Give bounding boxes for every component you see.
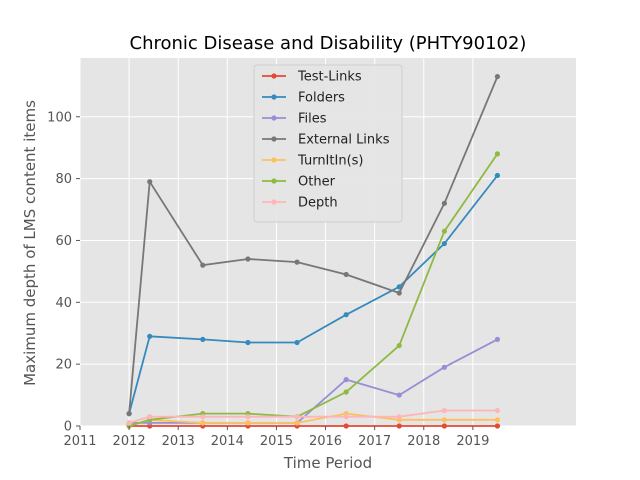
data-point-other [343,389,349,395]
x-tick-label: 2014 [211,434,244,449]
data-point-depth [200,414,206,420]
legend-marker [271,94,277,100]
data-point-turnitin-s [200,420,206,426]
data-point-folders [147,333,153,339]
data-point-other [441,228,447,234]
y-tick-label: 60 [55,234,72,249]
data-point-files [343,377,349,383]
x-tick-label: 2012 [113,434,146,449]
data-point-depth [343,414,349,420]
x-tick-label: 2011 [63,434,96,449]
legend-label: TurnItIn(s) [297,154,363,169]
legend-marker [271,199,277,205]
legend-item-depth: Depth [262,196,338,211]
chart-title: Chronic Disease and Disability (PHTY9010… [130,33,527,54]
data-point-folders [294,339,300,346]
legend-item-external-links: External Links [262,133,390,148]
x-tick-label: 2019 [456,434,489,449]
x-tick-label: 2018 [407,434,440,449]
data-point-external-links [396,290,402,296]
data-point-test-links [494,423,501,429]
x-tick-label: 2015 [260,434,293,449]
legend-item-files: Files [262,112,327,127]
data-point-folders [494,172,501,179]
legend-label: Test-Links [297,70,362,85]
legend-box [253,64,403,223]
y-axis-title: Maximum depth of LMS content items [21,100,39,386]
x-tick-label: 2016 [309,434,342,449]
y-tick-label: 20 [55,358,72,373]
x-tick-label: 2017 [358,434,391,449]
data-point-files [441,364,447,370]
data-point-external-links [200,262,206,268]
data-point-depth [294,414,300,420]
series-external-links [126,73,501,417]
data-point-folders [343,312,349,318]
y-tick-label: 80 [55,172,72,187]
data-point-test-links [441,423,447,429]
data-point-external-links [294,259,300,265]
legend-marker [271,115,277,121]
data-point-depth [126,420,132,426]
data-point-other [494,151,501,157]
data-point-depth [245,414,251,420]
legend-label: Other [298,175,336,190]
data-point-turnitin-s [245,420,251,426]
data-point-turnitin-s [494,417,501,423]
legend-marker [271,178,277,184]
y-tick-label: 100 [47,110,72,125]
legend-label: External Links [298,133,390,148]
x-axis: 2011 2012 2013 2014 2015 2016 2017 2018 2019 [63,426,489,449]
data-point-external-links [126,411,132,417]
data-point-test-links [343,423,349,429]
data-point-depth [147,414,153,420]
data-point-depth [396,414,402,420]
data-point-other [396,342,402,349]
data-point-external-links [147,179,153,185]
data-point-files [494,336,501,343]
legend-item-other: Other [262,175,336,190]
data-point-turnitin-s [294,420,300,426]
data-point-folders [200,336,206,343]
legend-item-turnitin-s: TurnItIn(s) [262,154,363,169]
legend-item-test-links: Test-Links [262,70,362,85]
series-folders [126,172,501,417]
legend-label: Files [298,112,327,127]
data-point-external-links [441,200,447,206]
data-point-depth [494,407,501,414]
legend-label: Folders [298,91,345,106]
data-point-turnitin-s [441,417,447,423]
legend: Test-Links Folders Files External Links Turn… [253,64,403,223]
data-point-folders [245,339,251,346]
data-point-external-links [494,73,501,80]
series-layer [126,73,501,429]
legend-label: Depth [298,196,338,211]
legend-marker [271,73,277,79]
data-point-folders [441,240,447,247]
legend-marker [271,157,277,163]
data-point-test-links [396,423,402,429]
data-point-external-links [245,256,251,262]
legend-item-folders: Folders [262,91,345,106]
series-depth [126,407,501,426]
y-axis: 0 20 40 60 80 100 [47,110,80,435]
y-tick-label: 0 [64,420,72,435]
x-axis-title: Time Period [283,454,372,472]
legend-marker [271,136,277,142]
data-point-external-links [343,271,349,278]
x-tick-label: 2013 [162,434,195,449]
data-point-files [396,392,402,398]
data-point-depth [441,407,447,414]
y-tick-label: 40 [55,296,72,311]
data-point-folders [396,284,402,290]
